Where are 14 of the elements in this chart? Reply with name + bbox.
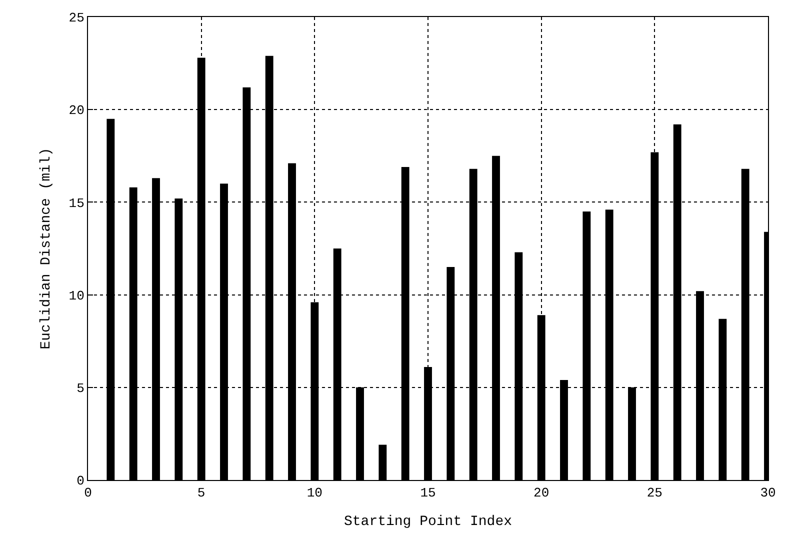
y-tick-label: 10: [68, 288, 84, 304]
y-tick-label: 15: [68, 196, 84, 211]
x-axis-title: Starting Point Index: [344, 514, 512, 530]
y-tick-label: 25: [68, 10, 84, 26]
y-tick-label: 20: [68, 103, 84, 118]
x-tick-label: 5: [197, 486, 206, 501]
x-tick-label: 10: [306, 486, 322, 501]
x-tick-label: 15: [420, 486, 436, 501]
x-tick-label: 30: [760, 486, 776, 501]
y-tick-label: 0: [76, 474, 84, 489]
x-tick-label: 20: [534, 486, 550, 501]
y-tick-label: 5: [76, 380, 84, 396]
x-tick-label: 25: [646, 486, 662, 501]
y-axis-title: Euclidian Distance (mil): [38, 148, 54, 350]
